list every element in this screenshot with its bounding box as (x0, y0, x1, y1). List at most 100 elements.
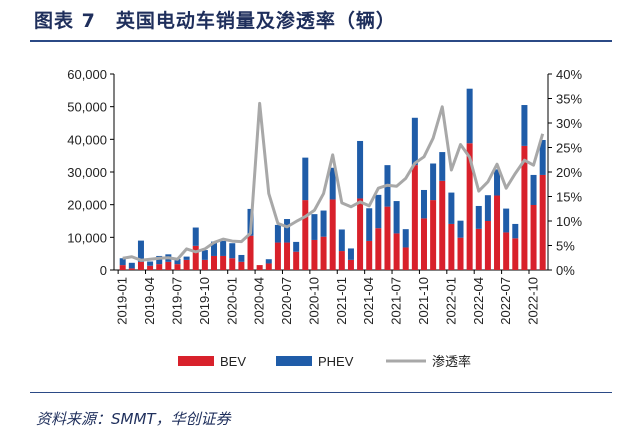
bar-bev (147, 265, 154, 270)
bar-bev (265, 263, 272, 270)
legend-swatch-bev (178, 356, 214, 366)
y2-tick-label: 25% (556, 141, 582, 156)
x-tick-label: 2022-07 (498, 277, 513, 325)
bar-phev (320, 210, 327, 237)
x-tick-label: 2021-10 (416, 277, 431, 325)
y-tick-label: 50,000 (67, 100, 107, 115)
bar-bev (402, 247, 409, 270)
bar-phev (539, 139, 546, 175)
y2-tick-label: 30% (556, 116, 582, 131)
x-tick-label: 2021-07 (389, 277, 404, 325)
bar-phev (420, 189, 427, 219)
bar-phev (274, 224, 281, 243)
bar-phev (466, 88, 473, 144)
x-tick-label: 2020-01 (224, 277, 239, 325)
bar-phev (284, 219, 291, 243)
bar-phev (229, 243, 236, 259)
bar-phev (128, 262, 135, 269)
bar-phev (329, 167, 336, 200)
bar-phev (137, 240, 144, 262)
legend-label: 渗透率 (432, 354, 471, 369)
bar-bev (466, 143, 473, 270)
bar-phev (366, 208, 373, 241)
x-tick-label: 2022-04 (471, 277, 486, 325)
y-tick-label: 40,000 (67, 132, 107, 147)
bar-bev (457, 237, 464, 270)
bar-bev (475, 228, 482, 270)
y2-tick-label: 40% (556, 67, 582, 82)
bar-bev (366, 240, 373, 270)
bar-phev (512, 223, 519, 239)
y2-tick-label: 15% (556, 190, 582, 205)
legend-swatch-phev (276, 356, 312, 366)
x-tick-label: 2019-01 (115, 277, 130, 325)
bar-bev (211, 255, 217, 270)
x-tick-label: 2021-01 (334, 277, 349, 325)
bar-bev (338, 251, 345, 270)
bar-bev (238, 261, 245, 270)
bar-phev (201, 250, 208, 260)
x-tick-label: 2021-04 (361, 277, 376, 325)
bar-phev (347, 248, 354, 260)
bar-bev (302, 200, 309, 270)
bar-bev (384, 206, 391, 270)
line-penetration-rate (122, 101, 545, 262)
bar-bev (430, 200, 437, 270)
bar-bev (256, 265, 263, 270)
x-tick-label: 2019-10 (197, 277, 212, 325)
bar-bev (420, 218, 427, 270)
bar-phev (375, 194, 382, 229)
bar-bev (329, 199, 336, 270)
y-tick-label: 0 (100, 263, 107, 278)
bar-phev (484, 195, 491, 221)
bar-bev (284, 242, 291, 270)
bar-phev (238, 254, 245, 262)
bar-phev (174, 258, 181, 265)
bar-phev (393, 201, 400, 234)
bar-phev (430, 163, 437, 201)
bar-phev (302, 157, 309, 201)
bar-phev (119, 258, 126, 266)
x-tick-label: 2020-04 (252, 277, 267, 325)
bar-bev (439, 180, 446, 270)
x-tick-label: 2022-01 (443, 277, 458, 325)
bar-bev (521, 145, 528, 270)
x-tick-label: 2019-04 (142, 277, 157, 325)
bar-bev (539, 174, 546, 270)
bar-bev (119, 265, 126, 270)
bar-phev (494, 169, 501, 196)
bar-phev (265, 259, 272, 264)
bar-bev (156, 264, 163, 270)
y2-tick-label: 20% (556, 165, 582, 180)
bar-phev (338, 229, 345, 252)
bar-bev (311, 239, 318, 270)
bar-bev (411, 165, 418, 270)
y-tick-label: 10,000 (67, 230, 107, 245)
x-tick-label: 2019-07 (169, 277, 184, 325)
bar-bev (247, 235, 254, 270)
bar-phev (357, 140, 364, 199)
bar-bev (494, 195, 501, 270)
y-tick-label: 30,000 (67, 165, 107, 180)
bar-phev (211, 241, 217, 256)
bar-bev (174, 264, 181, 270)
bar-bev (503, 232, 510, 270)
title-divider (30, 40, 612, 42)
y2-tick-label: 5% (556, 239, 575, 254)
bar-bev (357, 198, 364, 270)
bar-phev (156, 255, 163, 265)
bar-phev (439, 152, 446, 181)
bar-phev (521, 105, 528, 146)
bar-bev (192, 245, 199, 270)
bar-bev (183, 259, 190, 270)
bar-phev (475, 205, 482, 229)
y-tick-label: 20,000 (67, 198, 107, 213)
bar-bev (512, 238, 519, 270)
y-tick-label: 60,000 (67, 67, 107, 82)
bar-phev (311, 214, 318, 240)
legend-label: BEV (220, 354, 246, 369)
bar-bev (320, 236, 327, 270)
bar-bev (484, 221, 491, 270)
bar-phev (457, 220, 464, 238)
